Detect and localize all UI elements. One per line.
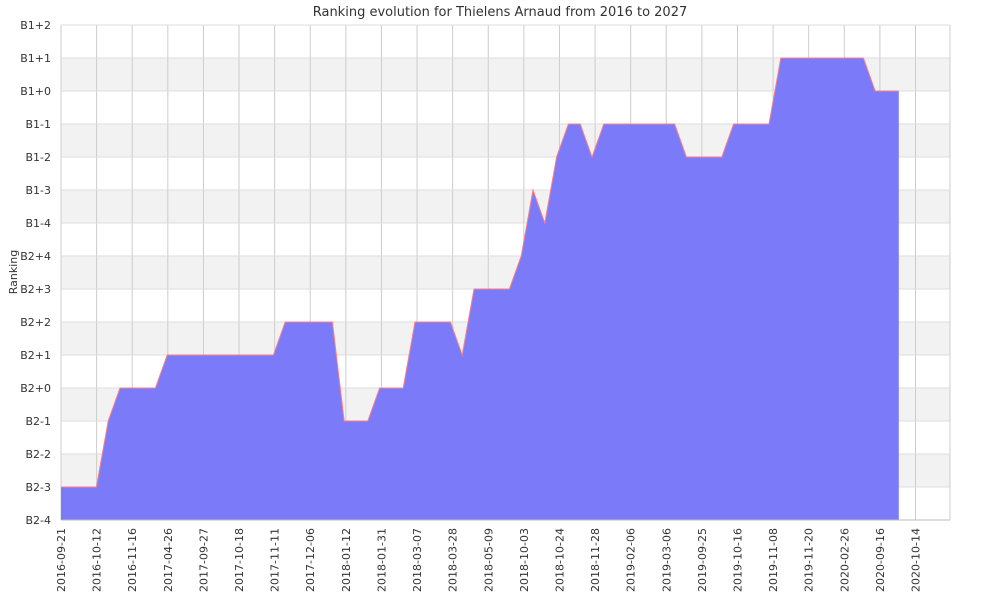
chart-title: Ranking evolution for Thielens Arnaud fr…	[313, 5, 688, 20]
x-tick-label: 2020-10-14	[910, 528, 923, 592]
y-tick-label: B2+0	[20, 382, 51, 395]
y-tick-label: B1+2	[20, 19, 51, 32]
x-tick-label: 2018-05-09	[482, 528, 495, 592]
x-tick-label: 2017-04-26	[162, 528, 175, 592]
x-tick-label: 2018-11-28	[589, 528, 602, 592]
x-tick-label: 2016-10-12	[91, 528, 104, 592]
y-tick-label: B2+1	[20, 349, 51, 362]
x-tick-label: 2019-10-16	[732, 528, 745, 592]
x-tick-label: 2017-09-27	[197, 528, 210, 592]
y-tick-label: B1+1	[20, 52, 51, 65]
x-tick-label: 2018-03-28	[447, 528, 460, 592]
x-tick-label: 2019-03-06	[660, 528, 673, 592]
x-tick-label: 2020-09-16	[874, 528, 887, 592]
y-tick-label: B2+3	[20, 283, 51, 296]
y-tick-label: B1-4	[25, 217, 51, 230]
x-tick-label: 2017-10-18	[233, 528, 246, 592]
y-tick-label: B2-2	[25, 448, 51, 461]
x-tick-label: 2017-11-11	[269, 528, 282, 592]
x-tick-label: 2016-09-21	[55, 528, 68, 592]
x-tick-label: 2019-09-25	[696, 528, 709, 592]
x-tick-label: 2018-01-31	[375, 528, 388, 592]
y-tick-label: B1-2	[25, 151, 51, 164]
x-tick-label: 2019-11-08	[767, 528, 780, 592]
y-tick-label: B2-3	[25, 481, 51, 494]
y-tick-label: B1-1	[25, 118, 51, 131]
y-tick-label: B2-1	[25, 415, 51, 428]
x-tick-label: 2018-03-07	[411, 528, 424, 592]
x-tick-label: 2017-12-06	[304, 528, 317, 592]
x-tick-label: 2016-11-16	[126, 528, 139, 592]
x-tick-label: 2020-02-26	[838, 528, 851, 592]
x-tick-label: 2019-11-20	[803, 528, 816, 592]
x-tick-label: 2018-10-24	[554, 528, 567, 592]
x-axis-ticks: 2016-09-21 2016-10-12 2016-11-16 2017-04-26…	[55, 528, 923, 592]
series-line	[61, 57, 899, 488]
y-tick-label: B1-3	[25, 184, 51, 197]
y-tick-label: B2+2	[20, 316, 51, 329]
y-axis-ticks: B2-4 B2-3 B2-2 B2-1 B2+0 B2+1 B2+2 B2+3 B2+4 B1-4…	[20, 19, 51, 527]
y-tick-label: B2+4	[20, 250, 51, 263]
grid-band	[61, 25, 950, 58]
y-axis-title: Ranking	[7, 250, 20, 295]
y-tick-label: B1+0	[20, 85, 51, 98]
x-tick-label: 2019-02-06	[625, 528, 638, 592]
x-tick-label: 2018-01-12	[340, 528, 353, 592]
y-tick-label: B2-4	[25, 514, 51, 527]
x-tick-label: 2018-10-03	[518, 528, 531, 592]
